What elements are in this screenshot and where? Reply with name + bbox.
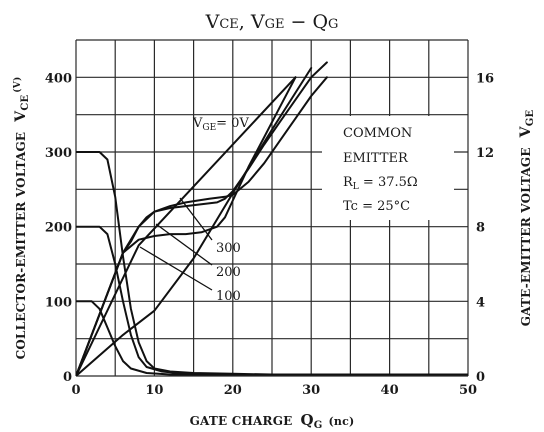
emitter-label: EMITTER <box>343 151 409 166</box>
y-left-tick-label: 100 <box>45 295 72 310</box>
x-tick-label: 20 <box>224 383 242 398</box>
y-right-tick-label: 12 <box>476 146 494 161</box>
curve-left-2 <box>76 300 468 376</box>
conditions-box: COMMON EMITTER RL = 37.5Ω Tc = 25°C <box>322 116 454 220</box>
leader-100 <box>139 246 213 291</box>
y-right-tick-labels: 0 4 8 12 16 <box>476 71 494 385</box>
leader-200 <box>155 223 213 266</box>
chart-title: VCE, VGE − QG <box>205 11 339 33</box>
rl-label: RL = 37.5Ω <box>343 175 418 192</box>
x-tick-label: 0 <box>71 383 80 398</box>
y-right-tick-label: 8 <box>476 221 485 236</box>
curve-right-7 <box>76 67 313 376</box>
y-left-tick-labels: 0 100 200 300 400 <box>45 71 72 385</box>
y-left-tick-label: 400 <box>45 71 72 86</box>
x-tick-label: 50 <box>459 383 477 398</box>
y-right-tick-label: 0 <box>476 370 485 385</box>
y-left-tick-label: 200 <box>45 221 72 236</box>
x-tick-labels: 0 10 20 30 40 50 <box>71 383 477 398</box>
common-label: COMMON <box>343 126 412 141</box>
x-axis-label: GATE CHARGE QG (nc) <box>190 411 355 431</box>
curve-right-3 <box>76 76 297 376</box>
y-left-axis-label: COLLECTOR-EMITTER VOLTAGEVCE(V) <box>12 77 31 360</box>
vge-zero-label: VGE= 0V <box>192 116 249 133</box>
y-right-axis-label: GATE-EMITTER VOLTAGEVGE <box>518 110 536 327</box>
label-100: 100 <box>216 289 241 304</box>
tc-label: Tc = 25°C <box>343 199 410 214</box>
leader-300 <box>179 197 213 241</box>
x-tick-label: 30 <box>302 383 320 398</box>
y-left-tick-label: 0 <box>63 370 72 385</box>
curve-right-6 <box>76 76 297 376</box>
label-300: 300 <box>216 241 241 256</box>
curve-leaders <box>139 197 213 291</box>
curve-right-5 <box>76 61 328 376</box>
label-200: 200 <box>216 265 241 280</box>
y-right-tick-label: 4 <box>476 295 485 310</box>
y-left-tick-label: 300 <box>45 146 72 161</box>
curves <box>76 61 468 376</box>
x-tick-label: 40 <box>381 383 399 398</box>
y-right-tick-label: 16 <box>476 71 494 86</box>
x-tick-label: 10 <box>145 383 163 398</box>
